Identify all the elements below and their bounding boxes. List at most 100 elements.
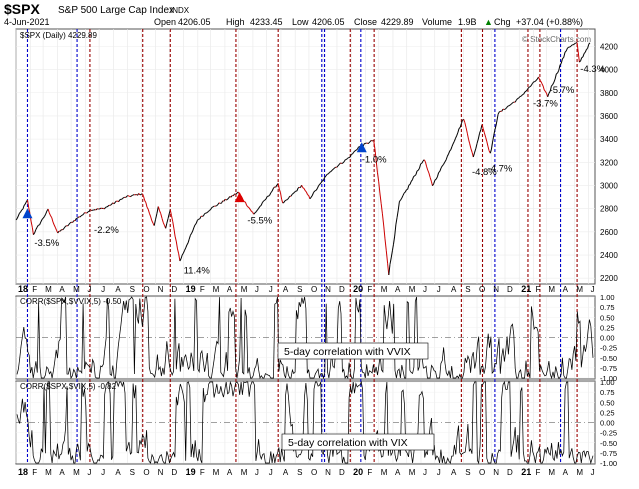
price-segment — [236, 193, 237, 194]
price-segment — [151, 217, 152, 221]
price-segment — [52, 218, 53, 222]
price-segment — [248, 207, 249, 208]
chart-date: 4-Jun-2021 — [4, 17, 50, 27]
price-segment — [371, 140, 372, 141]
price-segment — [496, 121, 497, 127]
price-segment — [212, 207, 213, 208]
price-segment — [297, 188, 298, 191]
x-tick-label: J — [101, 468, 105, 477]
y-tick-label: 3600 — [600, 112, 618, 121]
price-segment — [173, 221, 174, 228]
price-segment — [568, 47, 569, 48]
price-segment — [53, 222, 54, 225]
y-tick-label: 3000 — [600, 181, 618, 190]
price-segment — [351, 154, 352, 155]
price-segment — [245, 202, 246, 205]
price-segment — [83, 213, 84, 215]
x-tick-label: M — [576, 468, 583, 477]
price-segment — [100, 208, 101, 209]
price-segment — [87, 212, 88, 213]
price-segment — [205, 213, 206, 214]
price-segment — [31, 221, 32, 227]
price-segment — [60, 230, 61, 232]
price-segment — [561, 59, 562, 64]
price-segment — [266, 196, 267, 199]
price-segment — [544, 90, 545, 91]
price-segment — [399, 200, 400, 202]
exchange-label: INDX — [170, 6, 190, 15]
price-segment — [49, 213, 50, 216]
price-segment — [427, 167, 428, 170]
price-segment — [457, 133, 458, 136]
x-tick-label: A — [563, 285, 569, 294]
price-segment — [384, 226, 385, 239]
price-segment — [40, 222, 41, 225]
x-tick-label: O — [143, 285, 149, 294]
x-tick-label: S — [297, 285, 302, 294]
x-tick-label: J — [437, 285, 441, 294]
price-segment — [430, 177, 431, 181]
price-segment — [158, 207, 159, 211]
price-segment — [187, 243, 188, 245]
price-segment — [585, 50, 586, 53]
price-segment — [508, 106, 509, 107]
price-segment — [429, 173, 430, 177]
price-segment — [139, 193, 140, 195]
y-tick-label: 1.00 — [600, 378, 615, 387]
price-segment — [483, 129, 484, 133]
x-tick-label: O — [311, 285, 317, 294]
x-tick-label: O — [479, 285, 485, 294]
x-tick-label: A — [115, 285, 121, 294]
x-tick-label: O — [143, 468, 149, 477]
price-segment — [341, 163, 342, 164]
price-segment — [374, 140, 375, 148]
chg-label: Chg — [494, 17, 511, 27]
price-segment — [466, 128, 467, 134]
price-segment — [390, 258, 391, 264]
price-segment — [459, 127, 460, 128]
price-segment — [334, 167, 335, 168]
x-tick-label: M — [241, 468, 248, 477]
price-segment — [513, 102, 514, 103]
drawdown-label: -5.7% — [550, 85, 575, 96]
price-segment — [342, 163, 343, 164]
y-tick-label: 0.00 — [600, 419, 615, 428]
x-tick-label: 20 — [353, 284, 363, 294]
price-segment — [382, 214, 383, 226]
price-segment — [493, 136, 494, 143]
price-segment — [196, 220, 197, 223]
price-segment — [398, 202, 399, 211]
x-tick-label: M — [381, 468, 388, 477]
x-tick-label: J — [423, 468, 427, 477]
x-tick-label: 19 — [186, 284, 196, 294]
price-segment — [69, 223, 70, 225]
low-value: 4206.05 — [312, 17, 345, 27]
price-segment — [291, 194, 292, 196]
x-tick-label: N — [493, 468, 499, 477]
price-segment — [107, 206, 108, 207]
price-segment — [298, 187, 299, 188]
price-segment — [17, 216, 18, 219]
price-segment — [81, 215, 82, 216]
x-tick-label: 18 — [18, 284, 28, 294]
price-segment — [531, 84, 532, 86]
price-segment — [417, 170, 418, 171]
price-segment — [367, 143, 368, 144]
x-tick-label: A — [563, 468, 569, 477]
price-segment — [354, 151, 355, 152]
x-tick-label: D — [171, 285, 177, 294]
price-segment — [507, 106, 508, 108]
y-tick-label: 2800 — [600, 205, 618, 214]
price-segment — [132, 195, 133, 196]
drawdown-label: -3.7% — [533, 99, 558, 110]
y-tick-label: -0.75 — [600, 449, 617, 458]
x-tick-label: M — [548, 285, 555, 294]
x-tick-label: F — [200, 285, 205, 294]
price-segment — [339, 163, 340, 165]
price-segment — [512, 103, 513, 104]
price-segment — [566, 48, 567, 51]
price-segment — [424, 160, 425, 162]
y-tick-label: 3400 — [600, 135, 618, 144]
y-tick-label: 1.00 — [600, 293, 615, 302]
